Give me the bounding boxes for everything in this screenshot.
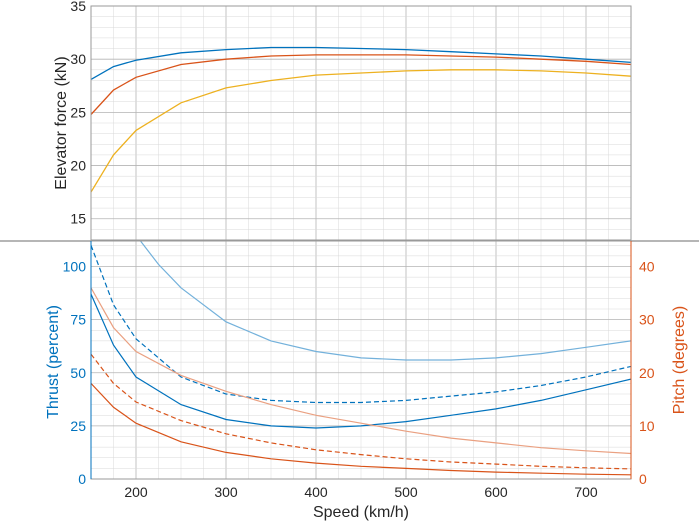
elevator-force-line-1 (90, 46, 632, 80)
elevator-force-line-3 (90, 69, 632, 193)
x-tick-label: 300 (214, 484, 238, 500)
thrust-line-solid (91, 293, 631, 429)
top-series (90, 46, 632, 193)
pitch-tick-label: 0 (639, 471, 647, 487)
pitch-line-solid (91, 382, 631, 476)
x-tick-label: 200 (124, 484, 148, 500)
thrust-tick-label: 100 (63, 259, 87, 275)
x-tick-label: 400 (304, 484, 328, 500)
top-grid (90, 5, 632, 241)
pitch-tick-label: 30 (639, 312, 655, 328)
pitch-tick-label: 40 (639, 259, 655, 275)
thrust-tick-labels: 0 25 50 75 100 (63, 259, 87, 488)
thrust-line-dashed (91, 245, 631, 404)
thrust-tick-label: 25 (70, 418, 86, 434)
x-axis-label: Speed (km/h) (313, 504, 409, 521)
pitch-axis-label: Pitch (degrees) (671, 306, 688, 415)
top-y-tick-labels: 15 20 25 30 35 (70, 0, 86, 227)
pitch-tick-label: 20 (639, 365, 655, 381)
top-y-tick-label: 25 (70, 104, 86, 120)
x-tick-label: 500 (394, 484, 418, 500)
bottom-series (91, 241, 631, 476)
pitch-tick-labels: 0 10 20 30 40 (639, 259, 655, 488)
elevator-force-line-2 (90, 54, 632, 115)
thrust-tick-label: 0 (78, 471, 86, 487)
thrust-line-light (140, 241, 631, 361)
bottom-grid (90, 241, 632, 480)
top-y-axis-label: Elevator force (kN) (53, 56, 70, 189)
thrust-tick-label: 75 (70, 312, 86, 328)
thrust-tick-label: 50 (70, 365, 86, 381)
pitch-tick-label: 10 (639, 418, 655, 434)
top-plot-frame (90, 5, 632, 241)
thrust-axis-label: Thrust (percent) (45, 305, 62, 419)
pitch-line-dashed (91, 353, 631, 470)
pitch-line-light (91, 287, 631, 455)
top-y-tick-label: 15 (70, 211, 86, 227)
top-panel: 15 20 25 30 35 Elevator force (kN) (53, 0, 632, 241)
top-y-tick-label: 30 (70, 51, 86, 67)
top-y-tick-label: 35 (70, 0, 86, 14)
x-tick-label: 600 (484, 484, 508, 500)
x-tick-labels: 200 300 400 500 600 700 (124, 484, 598, 500)
x-tick-label: 700 (574, 484, 598, 500)
top-y-tick-label: 20 (70, 158, 86, 174)
